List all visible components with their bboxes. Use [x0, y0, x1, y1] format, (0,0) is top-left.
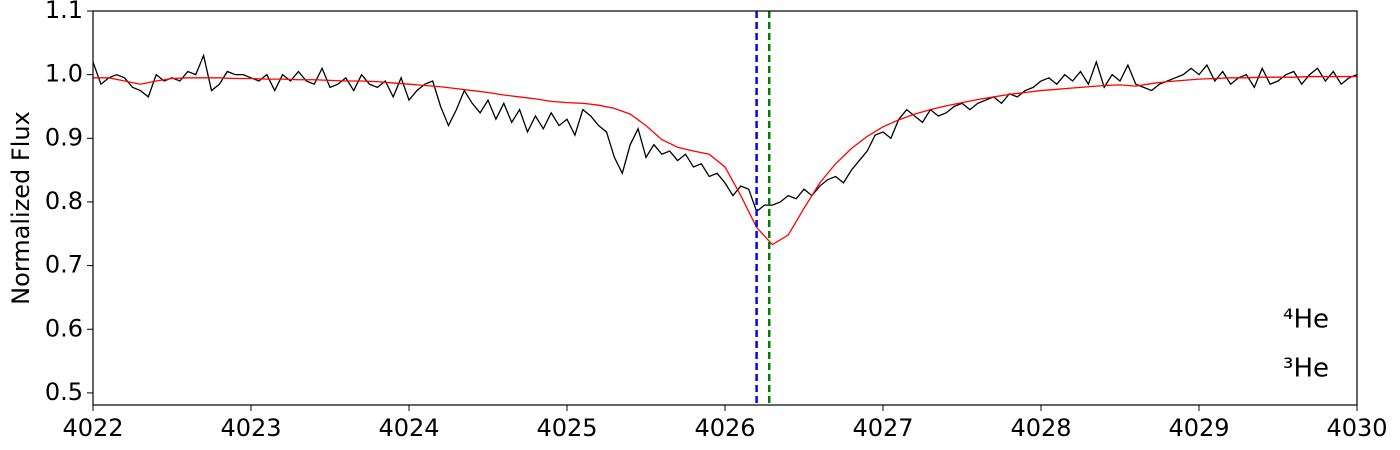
- x-tick-label: 4027: [852, 414, 913, 442]
- series-line: [92, 53, 1358, 213]
- x-tick-label: 4025: [536, 414, 597, 442]
- annotation: ⁴He: [1283, 305, 1329, 335]
- x-tick-label: 4023: [220, 414, 281, 442]
- series-line: [93, 75, 1357, 246]
- y-tick-label: 0.5: [45, 378, 83, 406]
- y-tick-label: 0.9: [45, 123, 83, 151]
- x-tick-label: 4030: [1326, 414, 1387, 442]
- y-tick-label: 1.1: [45, 0, 83, 24]
- x-tick-label: 4026: [694, 414, 755, 442]
- y-tick-label: 0.6: [45, 314, 83, 342]
- plot-frame: [92, 10, 1358, 406]
- x-tick-label: 4028: [1010, 414, 1071, 442]
- x-tick-label: 4029: [1168, 414, 1229, 442]
- annotation: ³He: [1283, 354, 1329, 384]
- y-tick-label: 1.0: [45, 60, 83, 88]
- x-tick-label: 4024: [378, 414, 439, 442]
- y-tick-label: 0.7: [45, 251, 83, 279]
- y-axis-label: Normalized Flux: [7, 111, 35, 305]
- y-tick-label: 0.8: [45, 187, 83, 215]
- x-tick-label: 4022: [62, 414, 123, 442]
